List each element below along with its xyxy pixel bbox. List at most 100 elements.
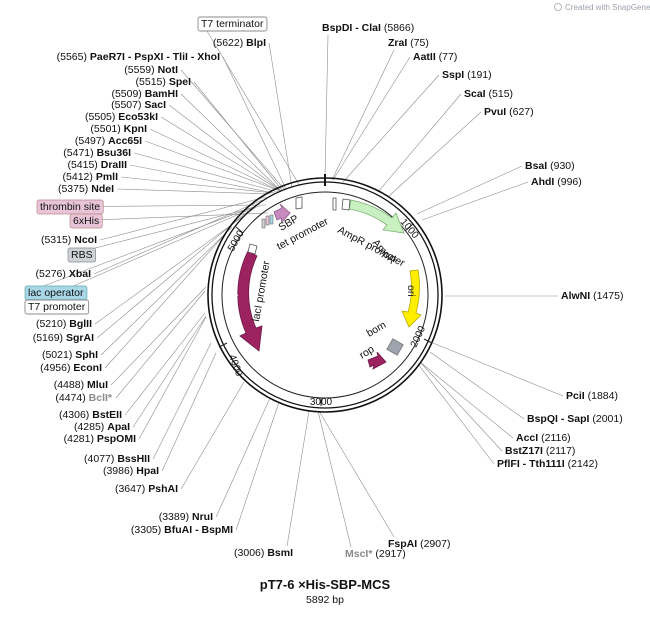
leader-line-ahdi [421, 181, 529, 221]
site-label-part: MluI [87, 379, 108, 391]
leader-line-lacop [24, 205, 257, 294]
site-label-part: (5507) [111, 99, 144, 111]
leader-line-bspqi [429, 351, 525, 420]
leader-line-saci [168, 104, 282, 192]
site-label-part: (627) [506, 106, 533, 118]
site-label-part: AhdI [531, 176, 554, 188]
site-label-part: MscI* [345, 548, 373, 560]
site-label-pmlii: (5412) PmlI [63, 171, 119, 183]
site-label-part: PciI [566, 390, 585, 402]
site-label-part: (4488) [54, 379, 87, 391]
leader-line-bspdi [324, 34, 329, 179]
site-label-part: (996) [554, 176, 581, 188]
site-label-part: BspQI - SapI [527, 413, 590, 425]
leader-line-ssp1 [342, 74, 440, 183]
leader-line-bcli [115, 290, 206, 399]
site-label-part: PspOMI [97, 433, 136, 445]
site-label-msci: MscI* (2917) [345, 548, 406, 560]
site-label-part: BstZ17I [505, 445, 543, 457]
site-label-eco53ki: (5505) Eco53kI [85, 111, 158, 123]
leader-line-bsteii [124, 312, 206, 416]
site-label-part: AatII [413, 51, 436, 63]
site-label-bsu36i: (5471) Bsu36I [63, 147, 131, 159]
site-label-part: BfuAI - BspMI [164, 524, 233, 536]
site-label-part: (4285) [74, 421, 107, 433]
leader-line-bstz17i [419, 361, 503, 452]
site-label-alwni: AlwNI (1475) [561, 290, 623, 302]
t7-terminator-marker [295, 196, 303, 210]
leader-line-bsai [416, 165, 523, 215]
leader-line-nrui [215, 397, 271, 518]
site-label-thrombin: thrombin site [40, 201, 100, 213]
site-label-part: (5565) [57, 51, 90, 63]
site-label-part: BsmI [267, 547, 293, 559]
site-label-drai: (5415) DraIII [67, 159, 127, 171]
leader-line-pmlii [121, 176, 275, 194]
site-label-part: ZraI [388, 37, 407, 49]
site-label-part: (5471) [63, 147, 96, 159]
site-label-pspomi: (4281) PspOMI [64, 433, 136, 445]
site-label-bglii: (5210) BglII [36, 318, 92, 330]
site-label-part: (77) [436, 51, 458, 63]
site-label-part: BsaI [525, 160, 547, 172]
features [237, 196, 422, 370]
site-label-pcii: PciI (1884) [566, 390, 618, 402]
leader-line-aatii [332, 56, 411, 181]
site-label-pshai: (3647) PshAI [115, 483, 178, 495]
leader-line-bsmi [286, 410, 310, 547]
site-label-part: (515) [486, 88, 513, 100]
site-label-part: (5375) [58, 183, 91, 195]
site-label-acc65i: (5497) Acc65I [75, 135, 142, 147]
site-label-part: BglII [69, 318, 92, 330]
leader-line-bsu36i [133, 152, 279, 193]
site-label-econi: (4956) EconI [40, 362, 102, 374]
site-label-t7prom: T7 promoter [28, 301, 86, 313]
leader-line-eco53ki [160, 116, 282, 192]
site-label-part: SacI [144, 99, 166, 111]
site-label-part: (5509) [111, 88, 144, 100]
leader-line-xbai [93, 199, 263, 275]
site-label-bstz17i: BstZ17I (2117) [505, 445, 575, 457]
snapgene-credit: Created with SnapGene® [554, 3, 650, 12]
site-label-part: AlwNI [561, 290, 590, 302]
site-label-t7term: T7 terminator [201, 18, 264, 30]
leader-line-pcii [432, 342, 564, 397]
site-label-ndei: (5375) NdeI [58, 183, 114, 195]
site-label-part: (930) [547, 160, 574, 172]
leader-line-mlui [110, 286, 207, 386]
leader-line-pspomi [138, 316, 207, 440]
site-label-bsai: BsaI (930) [525, 160, 575, 172]
leader-line-bfuai [235, 401, 280, 531]
site-label-bsmi: (3006) BsmI [234, 547, 293, 559]
site-label-part: (4474) [55, 392, 88, 404]
ampr-arrow [348, 199, 405, 234]
site-label-part: (3986) [103, 465, 136, 477]
site-label-mlui: (4488) MluI [54, 379, 108, 391]
plasmid-length: 5892 bp [306, 594, 344, 606]
small-feature-marker [332, 197, 337, 211]
site-label-pvui: PvuI (627) [484, 106, 534, 118]
site-label-part: ScaI [464, 88, 486, 100]
site-label-scai: ScaI (515) [464, 88, 513, 100]
site-label-paer7i: (5565) PaeR7I - PspXI - TliI - XhoI [57, 51, 220, 63]
site-label-rbs: RBS [71, 249, 93, 261]
site-label-aatii: AatII (77) [413, 51, 457, 63]
site-label-ahdi: AhdI (996) [531, 176, 582, 188]
site-label-part: PmlI [96, 171, 118, 183]
site-label-part: BspDI - ClaI [322, 22, 381, 34]
site-label-part: NruI [192, 511, 213, 523]
site-label-box-thrombin [36, 199, 104, 215]
plasmid-name: pT7-6 ×His-SBP-MCS [260, 577, 391, 592]
site-label-part: (4956) [40, 362, 73, 374]
site-label-part: (5866) [381, 22, 414, 34]
site-label-part: Eco53kI [118, 111, 158, 123]
tick-3000: 3000 [310, 397, 333, 408]
site-label-part: (5276) [36, 268, 69, 280]
site-label-part: (2117) [543, 445, 576, 457]
leader-line-pfifi [417, 363, 495, 465]
site-label-part: (2116) [538, 432, 571, 444]
site-label-part: XbaI [69, 268, 91, 280]
ampr-promoter-marker [341, 198, 351, 211]
site-label-part: BamHI [145, 88, 178, 100]
